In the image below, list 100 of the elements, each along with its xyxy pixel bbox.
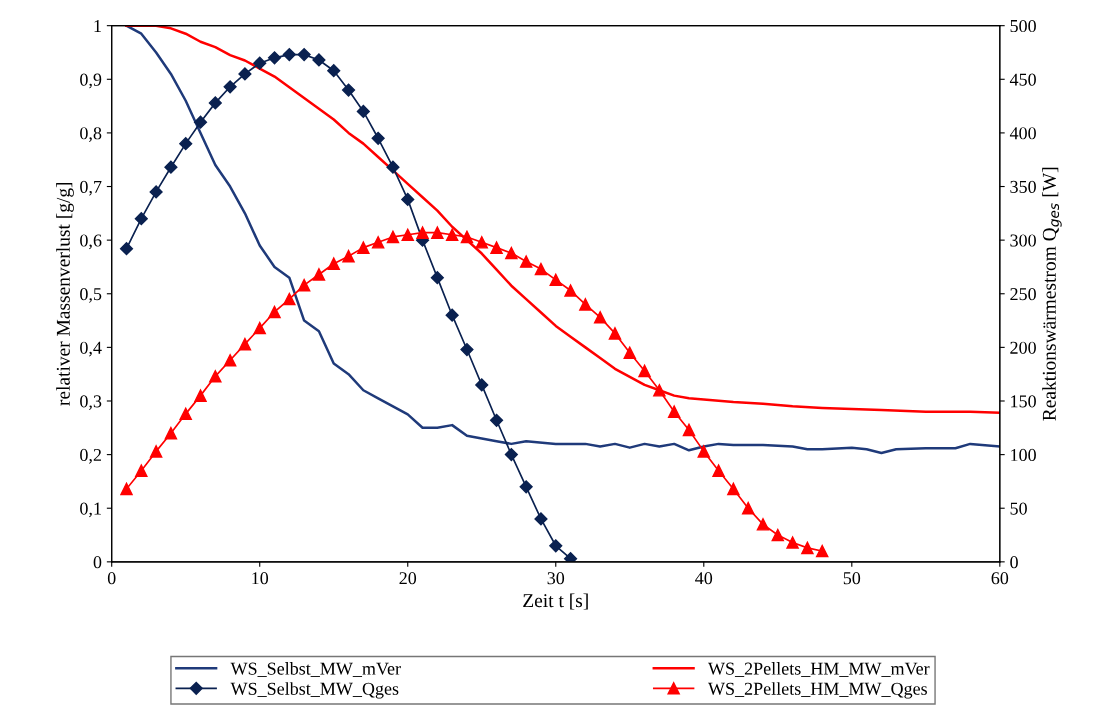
x-tick-label: 50 [843, 572, 861, 585]
point [416, 226, 429, 239]
point [312, 268, 326, 281]
y-tick-label: 0,8 [80, 127, 102, 142]
point [179, 137, 193, 151]
point [223, 80, 237, 94]
point [460, 342, 474, 357]
point [682, 423, 696, 437]
point [149, 185, 163, 199]
point [801, 541, 814, 555]
point [297, 278, 311, 292]
point [209, 370, 222, 383]
point [327, 64, 341, 78]
y2-tick-label: 0 [1010, 556, 1018, 569]
point [179, 407, 192, 421]
y-tick-label: 0,1 [80, 502, 101, 518]
point [268, 305, 281, 319]
point [579, 298, 592, 311]
y-tick-label: 0,4 [80, 341, 102, 357]
point [445, 228, 459, 242]
legend-label: WS_2Pellets_HM_MW_Qges [708, 682, 927, 699]
y2-tick-label: 250 [1010, 288, 1036, 301]
point [357, 241, 370, 254]
point [815, 544, 829, 558]
point [386, 230, 400, 244]
point [135, 464, 148, 477]
point [756, 518, 770, 531]
point [475, 236, 489, 249]
point [667, 405, 681, 418]
point [564, 284, 577, 297]
x-tick-label: 30 [547, 572, 565, 585]
y2-tick-label: 150 [1011, 395, 1036, 408]
point [149, 445, 163, 458]
y2-axis-title: Reaktionswärmestrom Q$_{ges}$ [W] [1042, 167, 1062, 421]
point [371, 236, 385, 249]
point [653, 384, 666, 397]
y2-tick-label: 300 [1010, 234, 1036, 247]
y-tick-label: 0,3 [80, 395, 102, 411]
point [119, 242, 134, 256]
y-tick-label: 0,7 [80, 180, 102, 196]
y2-tick-label: 200 [1010, 341, 1036, 354]
point [430, 271, 444, 285]
y-tick-label: 0,9 [80, 73, 102, 89]
y-tick-label: 0 [93, 556, 102, 569]
point [238, 67, 252, 81]
legend-label: WS_2Pellets_HM_MW_mVer [708, 662, 930, 677]
point [342, 249, 355, 263]
point [549, 539, 563, 553]
point [460, 230, 474, 244]
y2-tick-label: 50 [1010, 502, 1027, 515]
point [194, 389, 207, 402]
point [253, 56, 267, 70]
point [223, 353, 237, 367]
point [401, 192, 415, 206]
point [282, 48, 296, 62]
point [475, 378, 489, 392]
y-tick-label: 0,2 [80, 448, 101, 464]
x-tick-label: 20 [399, 572, 417, 585]
point [134, 212, 148, 226]
y-tick-label: 0,6 [80, 234, 102, 250]
point [208, 96, 222, 110]
x-axis-title: Zeit t [s] [523, 593, 588, 610]
y-tick-label: 0,5 [80, 288, 102, 303]
point [267, 51, 282, 65]
point [623, 346, 637, 359]
y-axis-title: relativer Massenverlust [g/g] [56, 182, 74, 406]
point [534, 262, 548, 276]
y2-tick-label: 100 [1011, 448, 1036, 462]
point [253, 321, 266, 335]
point [786, 536, 799, 549]
point [727, 482, 740, 496]
point [120, 482, 133, 496]
point [164, 426, 178, 440]
point [371, 131, 385, 145]
point [193, 115, 208, 129]
point [534, 512, 548, 526]
x-tick-label: 60 [991, 572, 1009, 585]
point [712, 464, 725, 477]
y2-tick-label: 500 [1010, 19, 1036, 33]
point [519, 480, 533, 494]
point [431, 226, 444, 239]
point [505, 246, 518, 260]
y2-tick-label: 350 [1010, 180, 1036, 193]
point [697, 445, 711, 458]
legend-label: WS_Selbst_MW_mVer [230, 662, 401, 677]
x-tick-label: 40 [695, 572, 713, 585]
point [356, 104, 370, 119]
point [549, 273, 563, 287]
point [638, 364, 651, 378]
point [741, 501, 755, 515]
point [401, 228, 414, 242]
point [297, 48, 311, 62]
point [593, 311, 607, 324]
point [490, 241, 503, 254]
legend-label: WS_Selbst_MW_Qges [230, 682, 399, 699]
point [164, 160, 178, 174]
x-tick-label: 10 [252, 572, 269, 585]
y2-tick-label: 400 [1009, 127, 1036, 140]
point [386, 160, 400, 174]
y2-tick-label: 450 [1009, 73, 1036, 86]
